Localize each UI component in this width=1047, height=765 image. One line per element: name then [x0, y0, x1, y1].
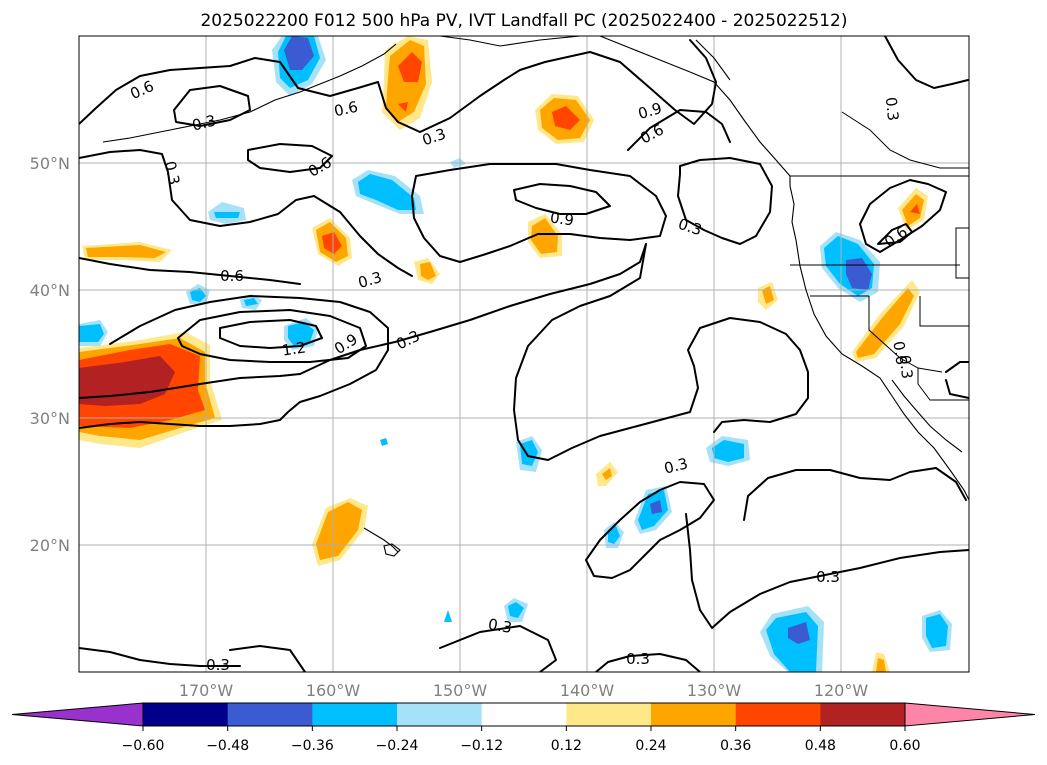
contour-label: 0.3	[487, 615, 514, 637]
colorbar-tick-label: 0.60	[889, 738, 920, 754]
colorbar-tick-label: −0.12	[460, 738, 503, 754]
contour-label: 1.2	[281, 338, 307, 359]
colorbar-segment	[566, 703, 652, 726]
lon-label-140w: 140°W	[560, 681, 615, 700]
contour-label: 0.3	[662, 454, 690, 477]
contour-label: 0.6	[889, 340, 910, 366]
colorbar-tick-label: −0.60	[122, 738, 165, 754]
contour-label: 0.3	[896, 354, 916, 380]
lon-label-160w: 160°W	[306, 681, 361, 700]
lon-label-150w: 150°W	[433, 681, 488, 700]
shaded-pc-field	[79, 36, 952, 672]
contour-label: 0.6	[332, 98, 359, 121]
colorbar-segment	[481, 703, 567, 726]
figure-title: 2025022200 F012 500 hPa PV, IVT Landfall…	[200, 11, 847, 31]
colorbar-segment	[820, 703, 906, 726]
latitude-labels: 50°N 40°N 30°N 20°N	[30, 154, 70, 555]
colorbar-frame	[142, 702, 906, 727]
colorbar-tick-label: 0.12	[551, 738, 582, 754]
colorbar-segment	[312, 703, 398, 726]
contour-label: 0.9	[636, 99, 664, 123]
contour-label: 0.3	[816, 568, 840, 586]
contour-label: 0.3	[190, 111, 218, 134]
colorbar: −0.60 −0.48 −0.36 −0.24 −0.12 0.12 0.24 0.36 0.4…	[11, 702, 1036, 754]
lon-label-120w: 120°W	[814, 681, 869, 700]
pv-contours	[79, 36, 969, 672]
contour-label: 0.6	[220, 267, 244, 285]
lat-label-50n: 50°N	[30, 154, 70, 173]
contour-label: 0.3	[206, 656, 230, 674]
contour-label: 0.9	[549, 208, 575, 229]
lon-label-170w: 170°W	[179, 681, 234, 700]
colorbar-tick-label: 0.24	[635, 738, 666, 754]
colorbar-segment	[143, 703, 229, 726]
contour-labels: 0.6 0.3 0.6 0.3 0.6 0.3 0.9 0.6 0.3 0.9 …	[127, 77, 916, 674]
map-frame	[78, 35, 970, 673]
political-borders	[790, 111, 969, 401]
lon-label-130w: 130°W	[687, 681, 742, 700]
contour-label: 0.3	[882, 96, 902, 122]
contour-label: 0.3	[356, 268, 384, 292]
contour-label: 0.3	[626, 650, 650, 668]
coastlines	[102, 36, 969, 557]
colorbar-segment	[735, 703, 821, 726]
lat-label-30n: 30°N	[30, 409, 70, 428]
colorbar-tick-label: −0.36	[291, 738, 334, 754]
colorbar-tick-label: −0.24	[376, 738, 419, 754]
colorbar-tick-label: 0.48	[805, 738, 836, 754]
lat-label-20n: 20°N	[30, 536, 70, 555]
longitude-labels: 170°W 160°W 150°W 140°W 130°W 120°W	[179, 681, 869, 700]
colorbar-segment	[227, 703, 313, 726]
colorbar-extend-min	[11, 702, 144, 727]
lat-label-40n: 40°N	[30, 281, 70, 300]
colorbar-segment	[651, 703, 737, 726]
graticule	[79, 36, 969, 672]
map-panel: 0.6 0.3 0.6 0.3 0.6 0.3 0.9 0.6 0.3 0.9 …	[79, 36, 969, 674]
colorbar-tick-label: 0.36	[720, 738, 751, 754]
colorbar-segment	[397, 703, 483, 726]
contour-label: 0.3	[161, 159, 184, 186]
colorbar-tick-label: −0.48	[206, 738, 249, 754]
colorbar-extend-max	[904, 702, 1036, 727]
